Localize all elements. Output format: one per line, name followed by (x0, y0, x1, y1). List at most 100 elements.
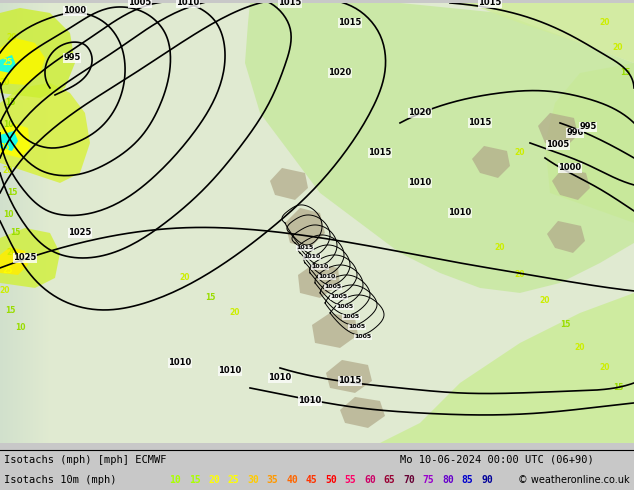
Text: 20: 20 (180, 273, 190, 282)
Polygon shape (0, 131, 18, 151)
Text: 1005: 1005 (337, 304, 354, 310)
Text: 40: 40 (286, 475, 298, 485)
Polygon shape (552, 168, 590, 200)
Text: 1005: 1005 (128, 0, 152, 7)
Text: 1005: 1005 (354, 335, 372, 340)
Text: 15: 15 (5, 306, 15, 316)
Text: 20: 20 (208, 475, 220, 485)
Text: 20: 20 (515, 148, 525, 157)
Text: 1015: 1015 (339, 19, 361, 27)
Polygon shape (0, 38, 45, 85)
Text: 1015: 1015 (368, 148, 392, 157)
Text: 20: 20 (230, 308, 240, 318)
Text: 15: 15 (189, 475, 200, 485)
Text: 75: 75 (423, 475, 434, 485)
Polygon shape (547, 221, 585, 253)
Polygon shape (270, 168, 308, 200)
Text: Isotachs (mph) [mph] ECMWF: Isotachs (mph) [mph] ECMWF (4, 455, 167, 465)
Text: 20: 20 (7, 248, 17, 257)
Polygon shape (340, 397, 385, 428)
Polygon shape (545, 63, 634, 223)
Text: 25: 25 (0, 144, 10, 152)
Text: 1005: 1005 (330, 294, 347, 299)
Text: 25: 25 (3, 58, 13, 68)
Polygon shape (0, 8, 75, 98)
Text: 1020: 1020 (408, 108, 432, 118)
Text: 55: 55 (345, 475, 356, 485)
Polygon shape (0, 83, 90, 183)
Text: 15: 15 (10, 228, 20, 238)
Text: 15: 15 (560, 320, 570, 329)
Polygon shape (285, 208, 325, 248)
Text: 1010: 1010 (268, 373, 292, 383)
Text: 30: 30 (247, 475, 259, 485)
Text: 10: 10 (169, 475, 181, 485)
Text: 20: 20 (575, 343, 585, 352)
Text: 20: 20 (0, 287, 10, 295)
Text: 995: 995 (63, 53, 81, 62)
Text: 15: 15 (620, 69, 630, 77)
Polygon shape (312, 313, 358, 348)
Polygon shape (472, 146, 510, 178)
Text: 1010: 1010 (318, 274, 335, 279)
Text: 1010: 1010 (448, 208, 472, 218)
Text: 35: 35 (267, 475, 278, 485)
Text: 70: 70 (403, 475, 415, 485)
Text: 20: 20 (600, 19, 611, 27)
Text: 1005: 1005 (325, 285, 342, 290)
Text: 15: 15 (613, 384, 623, 392)
Text: Mo 10-06-2024 00:00 UTC (06+90): Mo 10-06-2024 00:00 UTC (06+90) (400, 455, 594, 465)
Text: 1010: 1010 (218, 367, 242, 375)
Text: 1015: 1015 (296, 245, 314, 250)
Text: 1010: 1010 (304, 254, 321, 259)
Text: 80: 80 (442, 475, 454, 485)
Text: 1015: 1015 (469, 119, 492, 127)
Text: 1020: 1020 (328, 69, 352, 77)
Text: 60: 60 (364, 475, 376, 485)
Text: 25: 25 (3, 267, 13, 275)
Text: 1015: 1015 (478, 0, 501, 7)
Text: 90: 90 (481, 475, 493, 485)
Text: 20: 20 (612, 44, 623, 52)
Text: 85: 85 (462, 475, 474, 485)
Text: 995: 995 (579, 122, 597, 131)
Text: 10: 10 (15, 323, 25, 332)
Text: 15: 15 (5, 98, 15, 107)
Text: 1010: 1010 (311, 265, 328, 270)
Text: 20: 20 (540, 296, 550, 305)
Text: 15: 15 (7, 189, 17, 197)
Text: 45: 45 (306, 475, 318, 485)
Text: 1005: 1005 (547, 141, 569, 149)
Text: 1010: 1010 (299, 396, 321, 405)
Text: 20: 20 (7, 33, 17, 43)
Text: 996: 996 (566, 128, 584, 138)
Text: 1025: 1025 (13, 253, 37, 263)
Text: 15: 15 (205, 294, 215, 302)
Text: © weatheronline.co.uk: © weatheronline.co.uk (519, 475, 630, 485)
Text: 1025: 1025 (68, 228, 92, 238)
Polygon shape (326, 360, 372, 393)
Polygon shape (380, 293, 634, 443)
Text: 65: 65 (384, 475, 396, 485)
Text: 1000: 1000 (63, 6, 87, 16)
Text: 1005: 1005 (348, 324, 366, 329)
Polygon shape (298, 263, 340, 298)
Text: 1015: 1015 (339, 376, 361, 386)
Text: 20: 20 (600, 364, 611, 372)
Text: 1000: 1000 (559, 164, 581, 172)
Text: 20: 20 (3, 167, 13, 175)
Text: 50: 50 (325, 475, 337, 485)
Polygon shape (0, 247, 28, 275)
Text: 10: 10 (3, 121, 13, 129)
Text: 1015: 1015 (278, 0, 302, 7)
Text: 1010: 1010 (169, 359, 191, 368)
Text: 1010: 1010 (408, 178, 432, 188)
Polygon shape (538, 113, 578, 148)
Text: 20: 20 (0, 78, 10, 87)
Text: 20: 20 (495, 244, 505, 252)
Polygon shape (450, 3, 634, 63)
Polygon shape (0, 123, 30, 158)
Text: Isotachs 10m (mph): Isotachs 10m (mph) (4, 475, 117, 485)
Text: 10: 10 (3, 210, 13, 220)
Text: 1005: 1005 (342, 315, 359, 319)
